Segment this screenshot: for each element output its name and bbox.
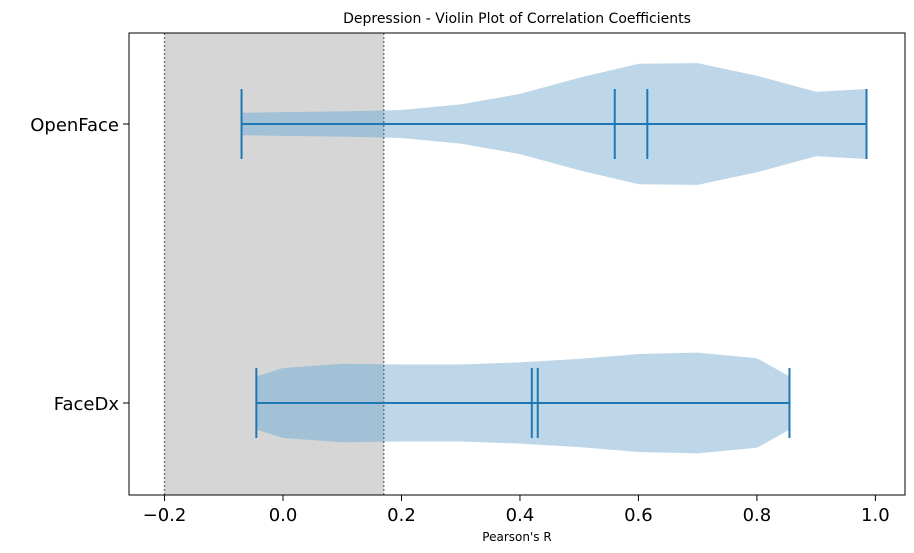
y-tick-label-facedx: FaceDx	[54, 394, 120, 415]
x-axis-label: Pearson's R	[482, 530, 551, 544]
y-axis: OpenFace FaceDx	[30, 115, 129, 415]
x-tick-label: −0.2	[143, 505, 187, 526]
plot-frame	[128, 32, 906, 496]
chart-title: Depression - Violin Plot of Correlation …	[343, 11, 691, 27]
x-tick-label: 0.4	[506, 505, 535, 526]
x-tick-label: 0.6	[624, 505, 653, 526]
x-axis: −0.2 0.0 0.2 0.4 0.6 0.8 1.0	[143, 495, 890, 526]
violins-group	[240, 63, 868, 454]
x-tick-label: 0.0	[269, 505, 298, 526]
x-tick-label: 0.8	[743, 505, 772, 526]
shaded-region-borders	[163, 33, 385, 495]
y-tick-label-openface: OpenFace	[30, 115, 119, 136]
x-tick-label: 0.2	[387, 505, 416, 526]
x-tick-label: 1.0	[861, 505, 890, 526]
